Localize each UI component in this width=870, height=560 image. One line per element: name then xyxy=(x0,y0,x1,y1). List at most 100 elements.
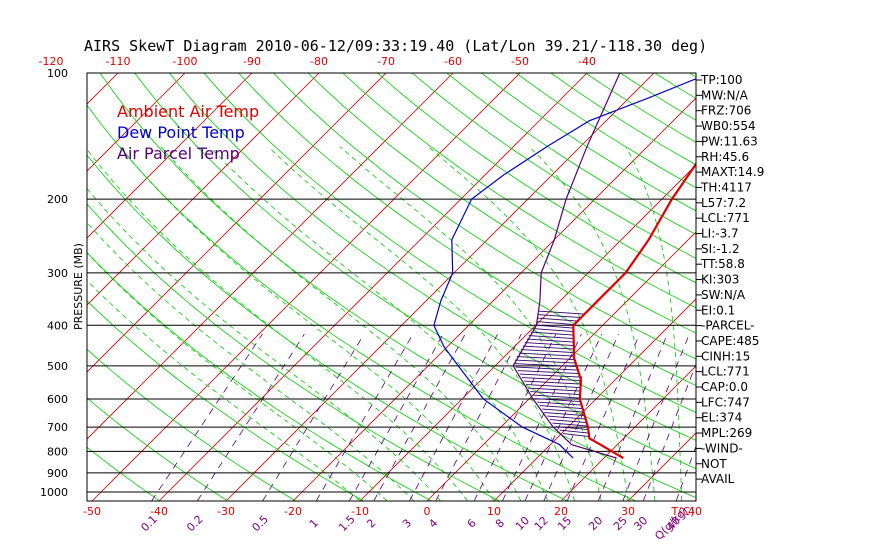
pressure-tick-label: 400 xyxy=(47,319,68,332)
plot-frame xyxy=(86,72,697,502)
isotherm-line xyxy=(292,97,696,501)
cape-hatch-line xyxy=(537,401,582,406)
top-temp-tick-label: -40 xyxy=(578,55,596,68)
cape-hatch-line xyxy=(532,328,574,332)
top-temp-tick-label: -50 xyxy=(511,55,529,68)
dry-adiabat-line xyxy=(87,300,364,501)
index-value: CAP:0.0 xyxy=(701,380,748,394)
pressure-tick-label: 800 xyxy=(47,445,68,458)
top-temp-tick-label: -120 xyxy=(39,55,64,68)
top-temp-tick-label: -110 xyxy=(106,55,131,68)
index-value: LI:-3.7 xyxy=(701,227,739,241)
cape-hatch-line xyxy=(530,331,574,336)
cape-hatch-line xyxy=(519,373,581,378)
cape-hatch-line xyxy=(526,338,574,343)
dry-adiabat-line xyxy=(342,73,696,309)
index-value: AVAIL xyxy=(701,472,735,486)
bottom-temp-ticks: -50 -40 -30 -20 -10 0 10 20 30 40T(C) xyxy=(83,505,702,518)
top-temp-tick-label: -90 xyxy=(243,55,261,68)
bottom-temp-tick-label: 40 xyxy=(688,505,702,518)
bottom-temp-tick-label: -40 xyxy=(150,505,168,518)
dry-adiabat-line xyxy=(99,73,696,499)
isotherm-line xyxy=(225,73,655,501)
cape-hatch-line xyxy=(514,359,576,364)
dry-adiabat-line xyxy=(87,104,636,501)
index-value: MW:N/A xyxy=(701,88,749,102)
cape-hatch-line xyxy=(536,317,578,322)
cape-hatch-line xyxy=(563,433,590,437)
mixing-ratio-tick-label: 6 xyxy=(465,516,479,530)
cape-hatch-line xyxy=(524,380,581,385)
cape-hatch-line xyxy=(520,349,575,353)
cape-hatch-line xyxy=(536,321,575,325)
index-value: -WIND- xyxy=(701,441,743,455)
mixing-ratio-tick-label: 0.5 xyxy=(249,513,271,535)
top-temp-tick-label: -80 xyxy=(310,55,328,68)
mixing-ratio-tick-label: 8 xyxy=(493,516,507,530)
mixing-ratio-line xyxy=(622,333,690,501)
legend-entry: Ambient Air Temp xyxy=(117,102,259,121)
legend: Ambient Air Temp Dew Point Temp Air Parcel… xyxy=(117,102,259,163)
moist-adiabat-line xyxy=(268,146,575,501)
moist-adiabat-line xyxy=(87,187,441,501)
cape-hatch-line xyxy=(513,363,577,367)
index-value: MPL:269 xyxy=(701,426,752,440)
index-value: L57:7.2 xyxy=(701,196,746,210)
mixing-ratio-tick-label: 10 xyxy=(513,514,532,533)
moist-adiabat-line xyxy=(209,146,549,501)
isotherm-line xyxy=(426,231,696,501)
pressure-tick-label: 1000 xyxy=(40,486,68,499)
mixing-ratio-tick-label: 0.2 xyxy=(184,513,206,535)
cape-hatch-line xyxy=(530,391,581,395)
index-value: LFC:747 xyxy=(701,395,750,409)
cape-hatch-line xyxy=(518,352,575,357)
pressure-tick-label: 200 xyxy=(47,193,68,206)
isotherm-line xyxy=(762,64,870,501)
index-value: NOT xyxy=(701,457,727,471)
dry-adiabat-line xyxy=(134,73,696,470)
isotherm-line xyxy=(158,73,588,501)
index-value: TP:100 xyxy=(700,73,743,87)
dry-adiabat-line xyxy=(411,73,696,259)
isotherm-line xyxy=(359,164,696,501)
cape-hatch-line xyxy=(538,310,585,315)
profiles xyxy=(433,73,696,460)
isotherm-line xyxy=(560,365,696,501)
bottom-temp-tick-label: 10 xyxy=(487,505,501,518)
ambient-temp-line xyxy=(572,162,696,460)
dry-adiabat-line xyxy=(87,348,296,501)
bottom-temp-tick-label: T(C) xyxy=(671,505,695,518)
dry-adiabat-line xyxy=(87,154,568,501)
mixing-ratio-line xyxy=(315,333,414,501)
cape-hatch-line xyxy=(544,412,585,416)
dry-adiabat-line xyxy=(238,73,696,386)
cape-hatch-line xyxy=(547,415,586,420)
isotherm-line xyxy=(829,64,870,501)
moist-adiabat-line xyxy=(427,146,629,501)
index-value: TH:4117 xyxy=(700,180,752,194)
pressure-tick-label: 600 xyxy=(47,393,68,406)
bottom-temp-tick-label: -10 xyxy=(351,505,369,518)
cape-hatch-line xyxy=(539,405,583,409)
cape-hatch-line xyxy=(528,387,581,392)
index-value: WB0:554 xyxy=(701,119,756,133)
mixing-ratio-line xyxy=(566,333,640,501)
index-value: CAPE:485 xyxy=(701,334,759,348)
cape-hatch-line xyxy=(537,314,582,318)
index-value: MAXT:14.9 xyxy=(701,165,764,179)
dry-adiabat-line xyxy=(828,73,870,501)
dry-adiabat-line xyxy=(87,397,228,501)
pressure-tick-label: 100 xyxy=(47,67,68,80)
top-temp-tick-label: -100 xyxy=(173,55,198,68)
index-value: RH:45.6 xyxy=(701,150,749,164)
index-value: -PARCEL- xyxy=(701,319,755,333)
cape-hatch-line xyxy=(555,426,589,430)
cape-hatch-line xyxy=(526,384,581,388)
bottom-temp-tick-label: 20 xyxy=(554,505,568,518)
mixing-ratio-tick-label: 12 xyxy=(532,514,551,533)
index-value: FRZ:706 xyxy=(701,104,751,118)
cape-hatch-line xyxy=(528,335,574,339)
isotherm-line xyxy=(87,73,387,373)
